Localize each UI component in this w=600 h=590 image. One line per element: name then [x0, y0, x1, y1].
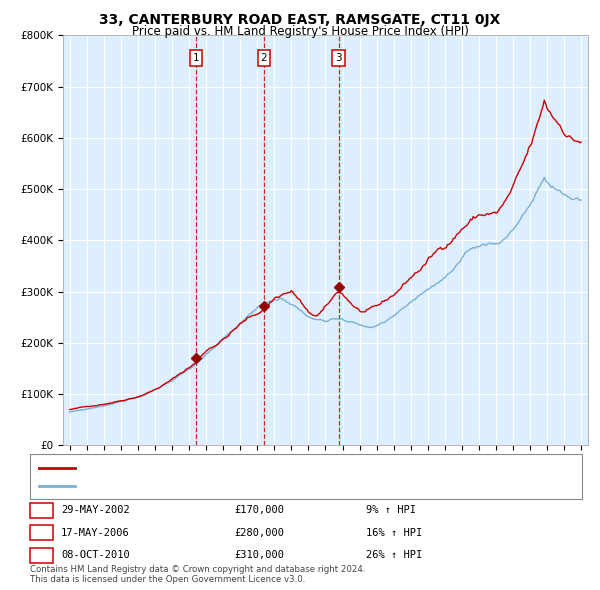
- Text: 9% ↑ HPI: 9% ↑ HPI: [366, 506, 416, 515]
- Text: 2: 2: [260, 53, 267, 63]
- Text: 26% ↑ HPI: 26% ↑ HPI: [366, 550, 422, 560]
- Text: 1: 1: [38, 506, 45, 515]
- Text: Price paid vs. HM Land Registry's House Price Index (HPI): Price paid vs. HM Land Registry's House …: [131, 25, 469, 38]
- Text: 08-OCT-2010: 08-OCT-2010: [61, 550, 130, 560]
- Text: 2: 2: [38, 528, 45, 537]
- Text: Contains HM Land Registry data © Crown copyright and database right 2024.
This d: Contains HM Land Registry data © Crown c…: [30, 565, 365, 584]
- Text: 1: 1: [193, 53, 199, 63]
- Text: 3: 3: [335, 53, 342, 63]
- Text: £280,000: £280,000: [234, 528, 284, 537]
- Text: 29-MAY-2002: 29-MAY-2002: [61, 506, 130, 515]
- Text: 33, CANTERBURY ROAD EAST, RAMSGATE, CT11 0JX (detached house): 33, CANTERBURY ROAD EAST, RAMSGATE, CT11…: [79, 463, 428, 473]
- Text: £310,000: £310,000: [234, 550, 284, 560]
- Text: 33, CANTERBURY ROAD EAST, RAMSGATE, CT11 0JX: 33, CANTERBURY ROAD EAST, RAMSGATE, CT11…: [100, 13, 500, 27]
- Text: £170,000: £170,000: [234, 506, 284, 515]
- Text: 16% ↑ HPI: 16% ↑ HPI: [366, 528, 422, 537]
- Text: 17-MAY-2006: 17-MAY-2006: [61, 528, 130, 537]
- Text: 3: 3: [38, 550, 45, 560]
- Text: HPI: Average price, detached house, Thanet: HPI: Average price, detached house, Than…: [79, 481, 298, 491]
